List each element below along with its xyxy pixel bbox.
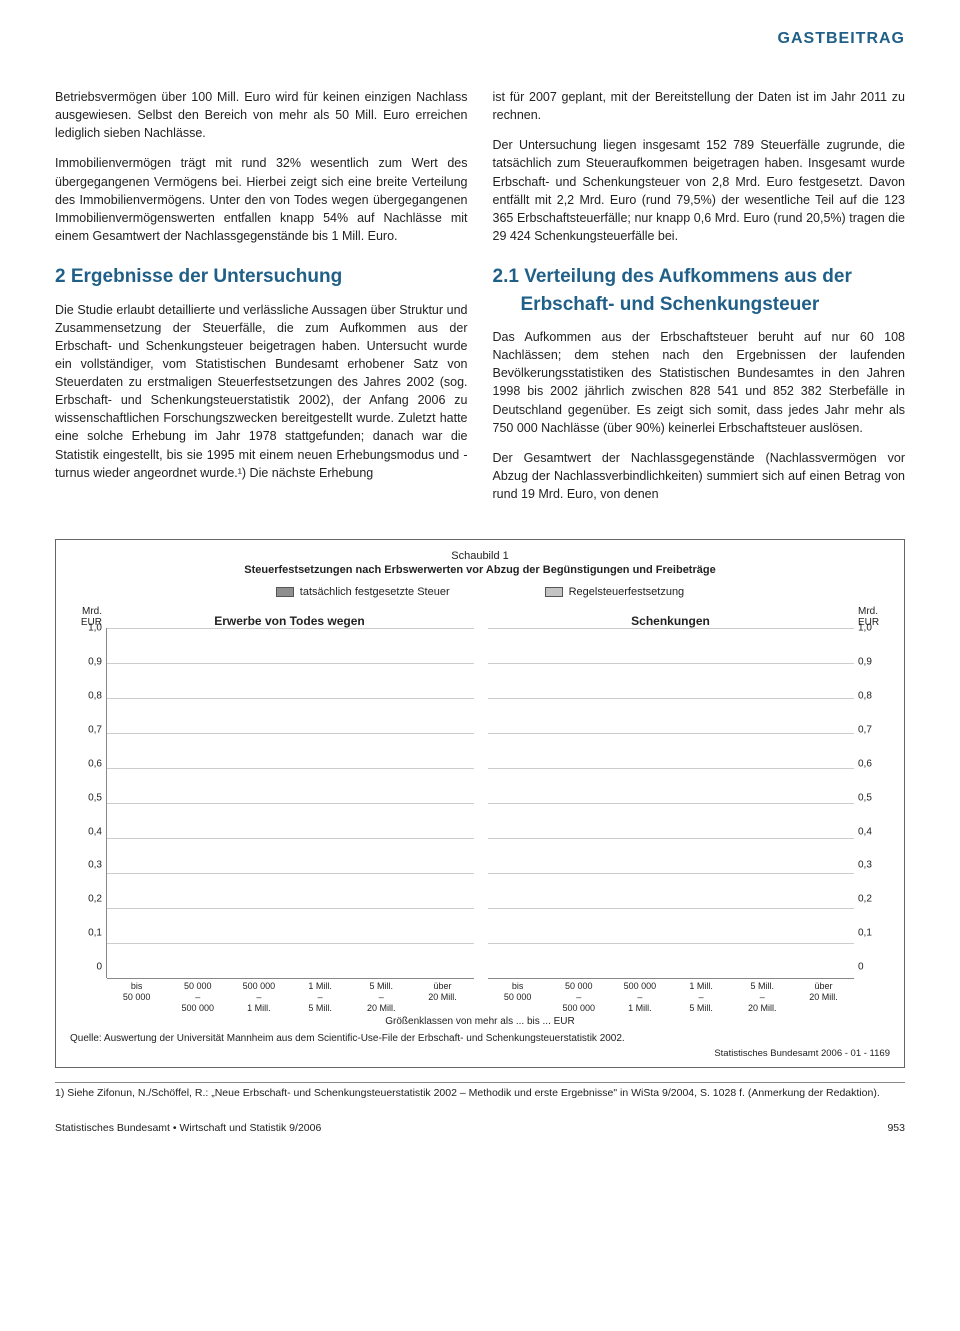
figure-title: Steuerfestsetzungen nach Erbswerwerten v… (70, 564, 890, 576)
para: Die Studie erlaubt detaillierte und verl… (55, 301, 468, 482)
footer-left: Statistisches Bundesamt • Wirtschaft und… (55, 1122, 321, 1134)
legend-item-1: tatsächlich festgesetzte Steuer (276, 586, 450, 598)
y-axis-left: 1,00,90,80,70,60,50,40,30,20,10 (70, 628, 106, 978)
legend-item-2: Regelsteuerfestsetzung (545, 586, 685, 598)
y-axis-right: 1,00,90,80,70,60,50,40,30,20,10 (854, 628, 890, 978)
legend-swatch-1 (276, 587, 294, 597)
x-labels-right: bis50 00050 000–500 000500 000–1 Mill.1 … (487, 981, 854, 1013)
legend-label-1: tatsächlich festgesetzte Steuer (300, 586, 450, 598)
figure-caption: Schaubild 1 (70, 550, 890, 562)
figure-schaubild-1: Schaubild 1 Steuerfestsetzungen nach Erb… (55, 539, 905, 1067)
legend-swatch-2 (545, 587, 563, 597)
plot-left (106, 628, 474, 978)
para: Der Gesamtwert der Nachlassgegenstände (… (493, 449, 906, 503)
para: Der Untersuchung liegen insgesamt 152 78… (493, 136, 906, 245)
chart-legend: tatsächlich festgesetzte Steuer Regelste… (70, 586, 890, 598)
para: Betriebsvermögen über 100 Mill. Euro wir… (55, 88, 468, 142)
para: Immobilienvermögen trägt mit rund 32% we… (55, 154, 468, 245)
section-heading-2: 2 Ergebnisse der Untersuchung (55, 263, 468, 291)
figure-source: Quelle: Auswertung der Universität Mannh… (70, 1033, 890, 1044)
para: ist für 2007 geplant, mit der Bereitstel… (493, 88, 906, 124)
legend-label-2: Regelsteuerfestsetzung (569, 586, 685, 598)
footer-page-number: 953 (887, 1122, 905, 1134)
subplot-title-right: Schenkungen (487, 614, 854, 628)
footnote-1: 1) Siehe Zifonun, N./Schöffel, R.: „Neue… (55, 1082, 905, 1101)
left-column: Betriebsvermögen über 100 Mill. Euro wir… (55, 88, 468, 515)
section-heading-2-1: 2.1 Verteilung des Aufkommens aus der Er… (493, 263, 906, 318)
chart-plot-row: 1,00,90,80,70,60,50,40,30,20,10 1,00,90,… (70, 628, 890, 978)
subplot-title-left: Erwerbe von Todes wegen (106, 614, 473, 628)
plot-right (488, 628, 855, 978)
heading-line2: Erbschaft- und Schenkungsteuer (493, 291, 906, 319)
page-category-header: GASTBEITRAG (55, 30, 905, 48)
page-footer: Statistisches Bundesamt • Wirtschaft und… (55, 1122, 905, 1134)
body-columns: Betriebsvermögen über 100 Mill. Euro wir… (55, 88, 905, 515)
right-column: ist für 2007 geplant, mit der Bereitstel… (493, 88, 906, 515)
heading-line1: 2.1 Verteilung des Aufkommens aus der (493, 266, 852, 287)
figure-stamp: Statistisches Bundesamt 2006 - 01 - 1169 (70, 1048, 890, 1059)
para: Das Aufkommen aus der Erbschaftsteuer be… (493, 328, 906, 437)
x-axis-caption: Größenklassen von mehr als ... bis ... E… (70, 1016, 890, 1027)
x-labels-left: bis50 00050 000–500 000500 000–1 Mill.1 … (106, 981, 473, 1013)
